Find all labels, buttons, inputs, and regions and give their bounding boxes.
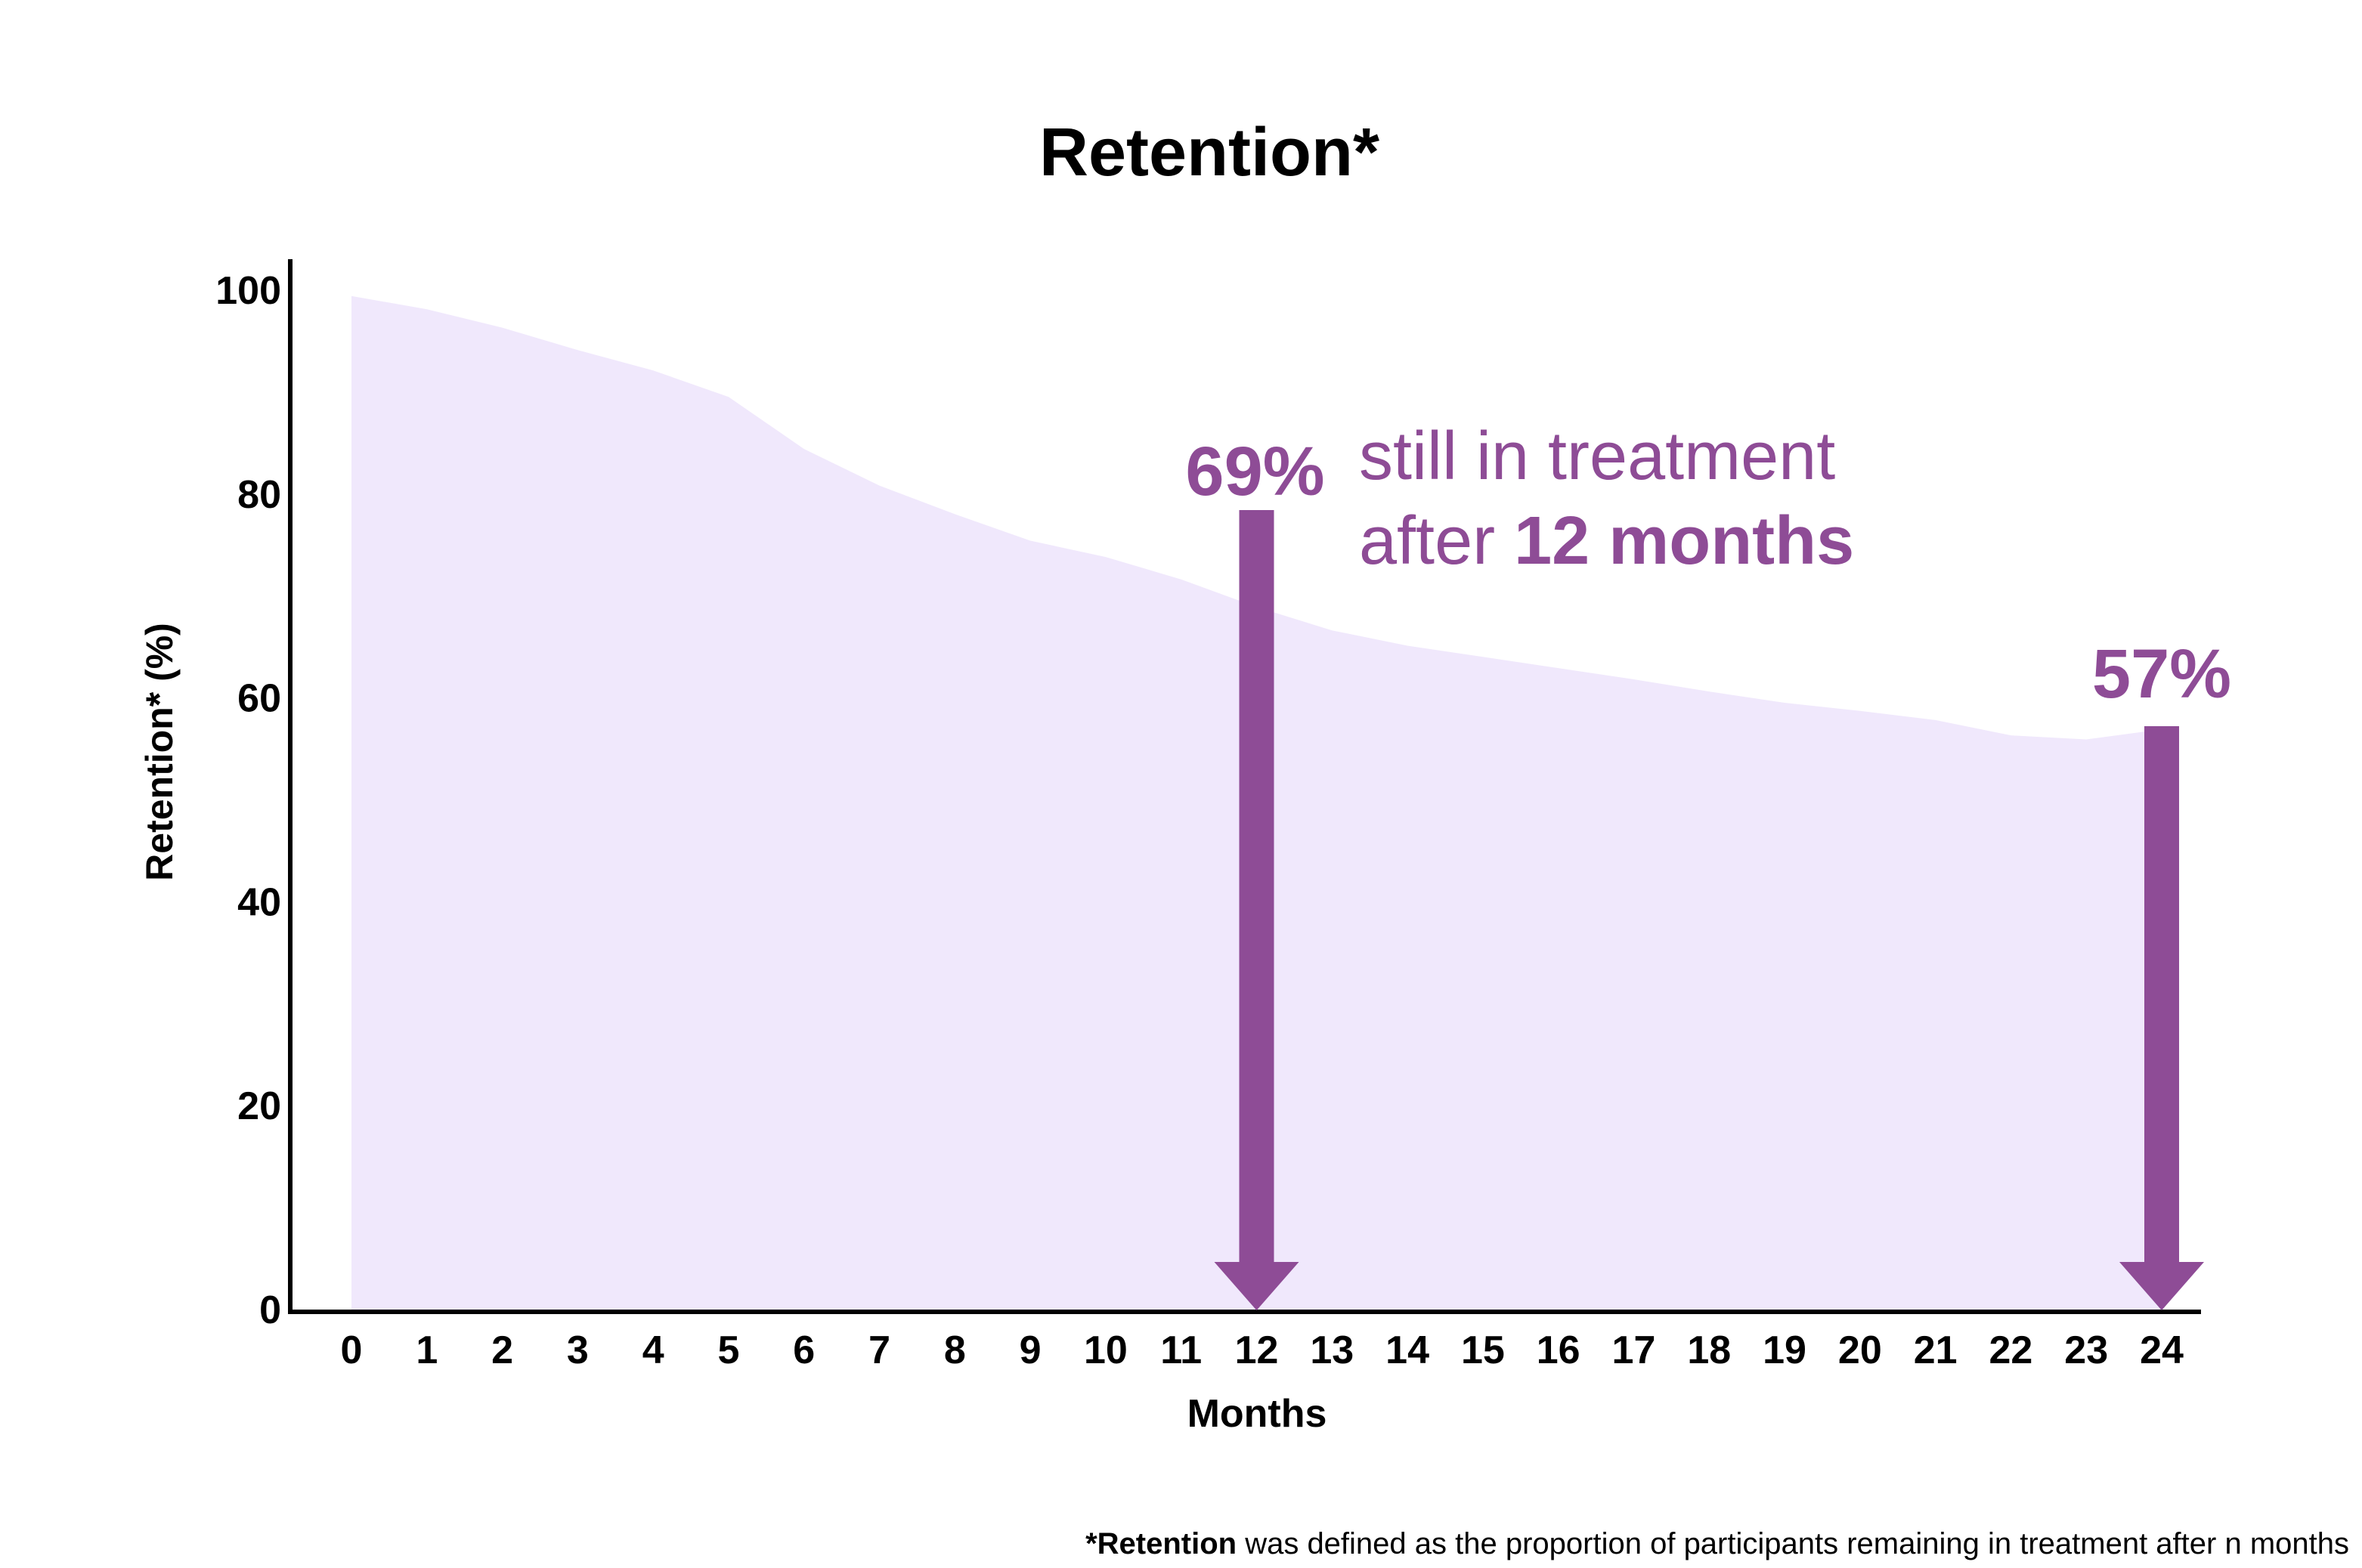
x-tick-label-14: 14 — [1385, 1328, 1429, 1372]
annotation-arrow-month-24 — [2119, 726, 2204, 1310]
x-tick-label-17: 17 — [1612, 1328, 1656, 1372]
x-tick-label-12: 12 — [1235, 1328, 1279, 1372]
y-tick-label-100: 100 — [215, 269, 281, 313]
y-tick-label-60: 60 — [237, 677, 281, 721]
x-tick-label-8: 8 — [944, 1328, 966, 1372]
y-tick-label-80: 80 — [237, 473, 281, 517]
annotation-text-line-2-bold: 12 months — [1514, 503, 1854, 579]
x-tick-label-11: 11 — [1160, 1328, 1202, 1372]
x-tick-label-22: 22 — [1989, 1328, 2032, 1372]
annotation-value-label-month-24: 57% — [2092, 636, 2231, 713]
y-axis-label: Retention* (%) — [138, 623, 181, 881]
x-tick-label-13: 13 — [1310, 1328, 1354, 1372]
axes — [288, 259, 2201, 1314]
x-axis-label: Months — [1187, 1392, 1327, 1436]
footnote: *Retention was defined as the proportion… — [1085, 1527, 2349, 1560]
x-tick-label-21: 21 — [1914, 1328, 1958, 1372]
y-tick-label-0: 0 — [259, 1288, 281, 1332]
annotation-value-label-month-12: 69% — [1185, 433, 1324, 510]
y-tick-label-20: 20 — [237, 1084, 281, 1128]
y-tick-label-40: 40 — [237, 880, 281, 924]
x-tick-label-7: 7 — [868, 1328, 890, 1372]
x-tick-label-20: 20 — [1838, 1328, 1882, 1372]
x-tick-label-2: 2 — [491, 1328, 513, 1372]
annotation-arrow-month-12 — [1214, 510, 1299, 1311]
annotation-text-line-2-prefix: after — [1359, 503, 1514, 579]
x-tick-label-0: 0 — [341, 1328, 363, 1372]
chart-title: Retention* — [1039, 115, 1379, 190]
annotation-text-line-1: still in treatment — [1359, 419, 1835, 494]
x-tick-label-1: 1 — [416, 1328, 438, 1372]
annotations: 69% still in treatment after 12 months 57% — [1185, 419, 2231, 1311]
x-tick-label-19: 19 — [1763, 1328, 1806, 1372]
x-tick-label-9: 9 — [1020, 1328, 1042, 1372]
x-tick-label-23: 23 — [2064, 1328, 2108, 1372]
x-tick-label-16: 16 — [1537, 1328, 1580, 1372]
x-tick-label-5: 5 — [717, 1328, 739, 1372]
x-tick-label-3: 3 — [567, 1328, 589, 1372]
x-tick-label-24: 24 — [2140, 1328, 2184, 1372]
annotation-text-line-2: after 12 months — [1359, 503, 1854, 579]
x-tick-label-6: 6 — [793, 1328, 815, 1372]
footnote-text: was defined as the proportion of partici… — [1237, 1527, 2349, 1560]
x-tick-label-18: 18 — [1687, 1328, 1731, 1372]
x-tick-label-15: 15 — [1461, 1328, 1505, 1372]
footnote-bold: *Retention — [1085, 1527, 1237, 1560]
x-tick-label-10: 10 — [1084, 1328, 1128, 1372]
x-tick-label-4: 4 — [642, 1328, 664, 1372]
